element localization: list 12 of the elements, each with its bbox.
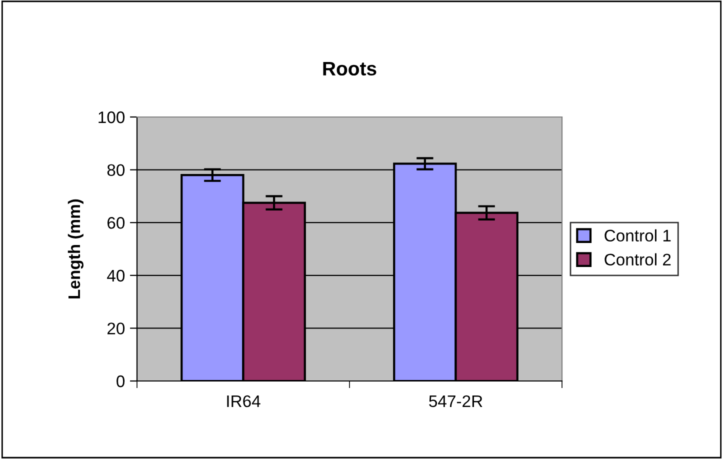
legend-label: Control 2: [604, 253, 671, 266]
y-tick-label: 60: [108, 217, 125, 229]
y-tick-label: 0: [116, 375, 125, 388]
chart-title: Roots: [323, 62, 376, 76]
legend-label: Control 1: [604, 229, 671, 242]
x-tick-label: IR64: [227, 395, 260, 408]
x-tick-label: 547-2R: [429, 395, 482, 408]
y-tick-label: 20: [107, 322, 125, 334]
y-axis-title: Length (mm): [68, 199, 84, 298]
y-tick-label: 80: [107, 164, 125, 176]
y-tick-label: 100: [98, 111, 125, 124]
y-tick-label: 40: [107, 270, 125, 282]
